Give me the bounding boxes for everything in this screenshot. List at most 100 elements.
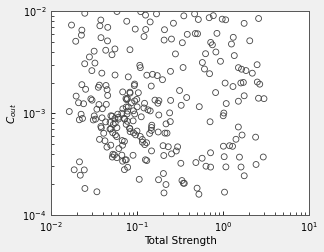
Point (139, 115, 144, 119)
Point (178, 161, 183, 165)
Point (79, 28, 85, 32)
Point (148, 109, 153, 113)
Point (136, 91, 141, 95)
Point (207, 120, 213, 124)
Point (131, 119, 136, 123)
Point (67, 110, 72, 114)
Point (255, 63, 260, 67)
Point (168, 98, 173, 102)
Point (94, 107, 99, 111)
Point (120, 139, 125, 143)
Point (162, 131, 168, 135)
Point (123, 158, 128, 162)
Point (184, 96, 189, 100)
Point (122, 168, 127, 172)
Point (143, 13, 148, 17)
Point (238, 165, 244, 169)
Point (112, 153, 117, 157)
Point (156, 178, 161, 182)
Point (144, 73, 149, 77)
Point (108, 127, 113, 131)
Point (237, 155, 242, 159)
Point (138, 66, 143, 70)
Point (173, 52, 178, 56)
Point (72, 168, 77, 172)
Point (134, 105, 140, 109)
Point (181, 14, 186, 18)
Point (242, 174, 247, 178)
Point (77, 118, 82, 122)
Point (223, 165, 228, 169)
Point (81, 102, 86, 106)
Point (222, 190, 227, 194)
Point (123, 122, 129, 127)
Point (141, 106, 146, 110)
Point (127, 126, 132, 130)
Point (221, 114, 226, 118)
Point (138, 134, 143, 138)
Point (99, 71, 104, 75)
Point (230, 84, 236, 88)
Point (193, 32, 198, 36)
Point (114, 135, 119, 139)
Point (125, 119, 130, 123)
Point (99, 126, 104, 130)
Point (242, 94, 247, 98)
Point (103, 83, 109, 87)
Point (120, 107, 125, 111)
Point (124, 158, 129, 162)
Point (171, 21, 176, 25)
Point (214, 31, 220, 35)
Point (218, 59, 223, 63)
Point (175, 145, 180, 149)
Point (113, 121, 118, 125)
Point (162, 38, 167, 42)
Point (108, 127, 113, 131)
Point (168, 69, 173, 73)
Point (131, 131, 136, 135)
Point (128, 130, 133, 134)
Point (144, 159, 149, 163)
Point (229, 42, 234, 46)
Point (161, 172, 166, 176)
Point (115, 112, 120, 116)
Point (133, 27, 138, 31)
Point (238, 81, 243, 85)
Point (105, 39, 110, 43)
Point (112, 73, 118, 77)
Point (207, 72, 212, 76)
Point (122, 116, 127, 120)
Point (129, 101, 134, 105)
Point (156, 113, 161, 117)
Point (78, 173, 83, 177)
Point (125, 97, 130, 101)
Point (124, 105, 129, 109)
Point (144, 141, 149, 145)
Point (261, 97, 267, 101)
Point (132, 83, 137, 87)
Point (100, 107, 105, 111)
Point (120, 159, 125, 163)
Point (122, 139, 127, 143)
Point (108, 114, 113, 118)
Point (227, 144, 232, 148)
Point (102, 139, 108, 143)
Point (110, 53, 115, 57)
Point (180, 41, 185, 45)
Point (143, 158, 148, 162)
Point (114, 126, 120, 130)
Point (149, 123, 154, 127)
Point (133, 133, 138, 137)
Point (223, 18, 228, 22)
Point (79, 83, 85, 87)
Point (98, 36, 104, 40)
Point (132, 82, 137, 86)
Point (169, 37, 174, 41)
Point (119, 153, 124, 157)
Point (196, 17, 201, 21)
Point (195, 32, 200, 36)
Point (185, 32, 190, 36)
Point (114, 10, 120, 14)
Point (124, 98, 129, 102)
Point (169, 152, 174, 156)
